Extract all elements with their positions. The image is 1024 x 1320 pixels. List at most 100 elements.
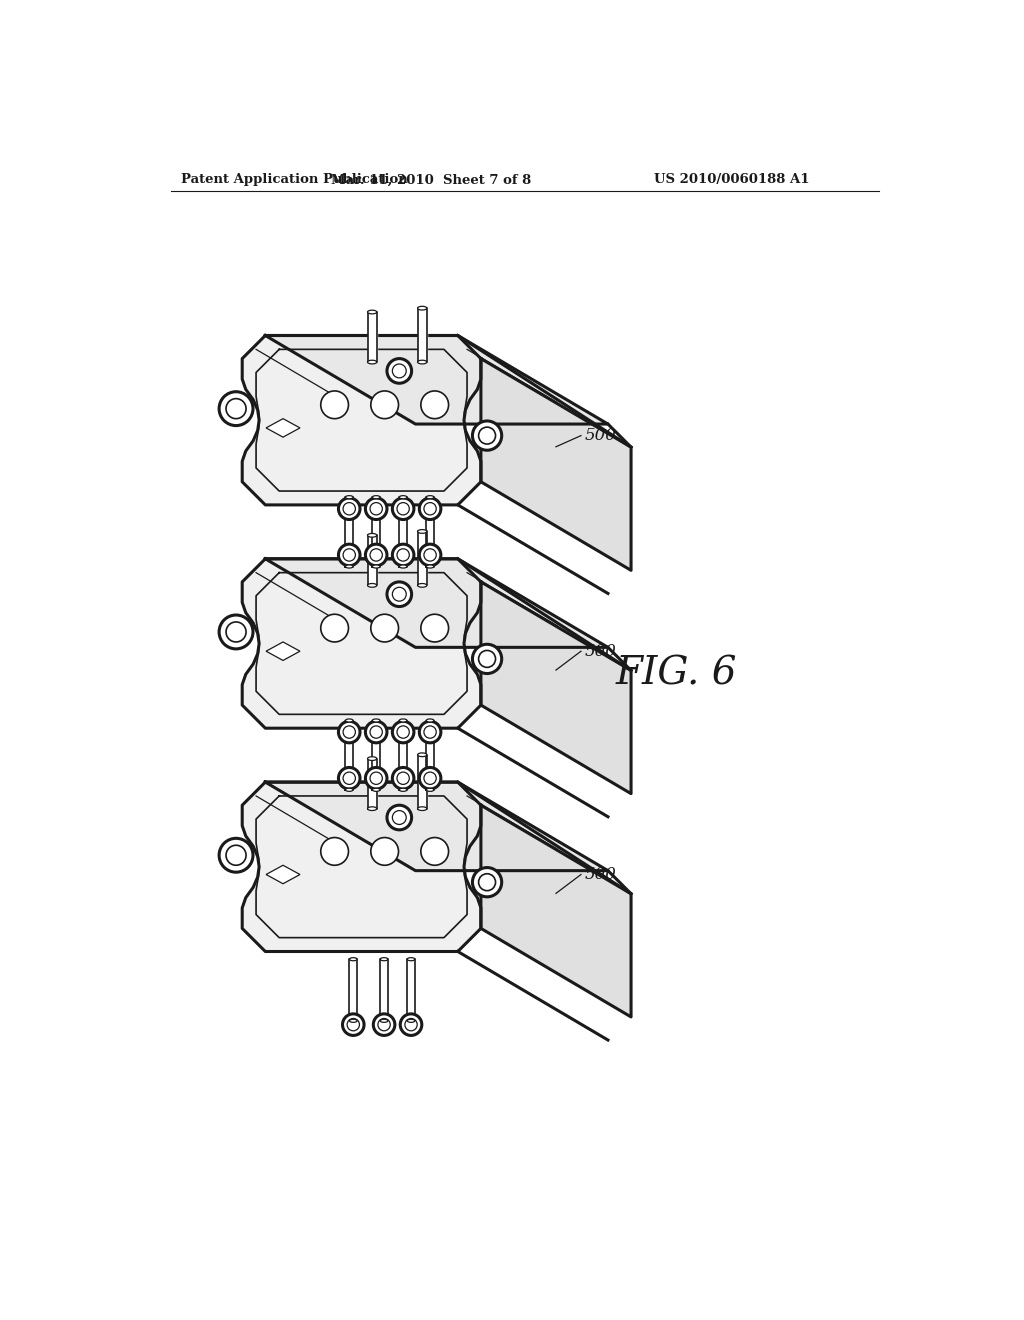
Text: 500: 500 <box>585 428 616 444</box>
Circle shape <box>321 614 348 642</box>
Circle shape <box>424 503 436 515</box>
Ellipse shape <box>349 1019 357 1023</box>
Ellipse shape <box>345 496 353 499</box>
Circle shape <box>478 874 496 891</box>
Polygon shape <box>368 312 377 362</box>
Circle shape <box>370 549 382 561</box>
Polygon shape <box>373 498 380 566</box>
Ellipse shape <box>418 360 427 364</box>
Circle shape <box>219 838 253 873</box>
Ellipse shape <box>418 807 427 810</box>
Circle shape <box>374 1014 395 1035</box>
Circle shape <box>339 544 360 566</box>
Circle shape <box>343 772 355 784</box>
Circle shape <box>371 837 398 866</box>
Ellipse shape <box>345 719 353 722</box>
Circle shape <box>397 772 410 784</box>
Circle shape <box>392 721 414 743</box>
Circle shape <box>371 614 398 642</box>
Circle shape <box>424 772 436 784</box>
Ellipse shape <box>426 788 434 792</box>
Circle shape <box>419 767 441 789</box>
Ellipse shape <box>426 496 434 499</box>
Circle shape <box>321 391 348 418</box>
Polygon shape <box>266 418 300 437</box>
Polygon shape <box>265 558 608 647</box>
Ellipse shape <box>408 958 415 961</box>
Circle shape <box>478 428 496 444</box>
Polygon shape <box>345 498 353 566</box>
Polygon shape <box>265 335 608 424</box>
Circle shape <box>421 391 449 418</box>
Circle shape <box>419 721 441 743</box>
Circle shape <box>392 544 414 566</box>
Text: US 2010/0060188 A1: US 2010/0060188 A1 <box>654 173 810 186</box>
Polygon shape <box>399 498 407 566</box>
Polygon shape <box>345 721 353 789</box>
Circle shape <box>219 615 253 649</box>
Circle shape <box>397 549 410 561</box>
Ellipse shape <box>418 529 427 533</box>
Circle shape <box>219 392 253 425</box>
Circle shape <box>387 582 412 607</box>
Circle shape <box>478 651 496 668</box>
Polygon shape <box>266 642 300 660</box>
Circle shape <box>370 772 382 784</box>
Ellipse shape <box>418 583 427 587</box>
Ellipse shape <box>368 756 377 760</box>
Circle shape <box>343 549 355 561</box>
Polygon shape <box>368 759 377 809</box>
Circle shape <box>378 1019 390 1031</box>
Circle shape <box>472 421 502 450</box>
Ellipse shape <box>380 1019 388 1023</box>
Polygon shape <box>373 721 380 789</box>
Polygon shape <box>380 960 388 1020</box>
Ellipse shape <box>345 565 353 568</box>
Ellipse shape <box>368 807 377 810</box>
Circle shape <box>404 1019 417 1031</box>
Circle shape <box>370 726 382 738</box>
Circle shape <box>392 587 407 601</box>
Circle shape <box>472 867 502 896</box>
Ellipse shape <box>368 310 377 314</box>
Circle shape <box>371 391 398 418</box>
Circle shape <box>419 544 441 566</box>
Text: 500: 500 <box>585 866 616 883</box>
Polygon shape <box>243 335 481 506</box>
Circle shape <box>366 767 387 789</box>
Polygon shape <box>368 536 377 585</box>
Polygon shape <box>481 582 631 793</box>
Circle shape <box>343 726 355 738</box>
Ellipse shape <box>373 565 380 568</box>
Circle shape <box>226 399 246 418</box>
Circle shape <box>392 810 407 825</box>
Ellipse shape <box>418 306 427 310</box>
Polygon shape <box>426 721 434 789</box>
Circle shape <box>366 544 387 566</box>
Ellipse shape <box>368 360 377 364</box>
Circle shape <box>419 498 441 520</box>
Polygon shape <box>243 781 481 952</box>
Text: Mar. 11, 2010  Sheet 7 of 8: Mar. 11, 2010 Sheet 7 of 8 <box>331 173 531 186</box>
Ellipse shape <box>426 719 434 722</box>
Text: FIG. 6: FIG. 6 <box>615 656 737 693</box>
Circle shape <box>343 503 355 515</box>
Polygon shape <box>243 558 481 729</box>
Ellipse shape <box>418 752 427 756</box>
Circle shape <box>397 503 410 515</box>
Circle shape <box>339 721 360 743</box>
Polygon shape <box>408 960 415 1020</box>
Circle shape <box>472 644 502 673</box>
Circle shape <box>226 845 246 866</box>
Circle shape <box>339 498 360 520</box>
Polygon shape <box>481 805 631 1016</box>
Ellipse shape <box>426 565 434 568</box>
Circle shape <box>226 622 246 642</box>
Polygon shape <box>399 721 407 789</box>
Text: Patent Application Publication: Patent Application Publication <box>180 173 408 186</box>
Polygon shape <box>266 866 300 884</box>
Ellipse shape <box>399 565 407 568</box>
Ellipse shape <box>408 1019 415 1023</box>
Polygon shape <box>418 532 427 585</box>
Polygon shape <box>426 498 434 566</box>
